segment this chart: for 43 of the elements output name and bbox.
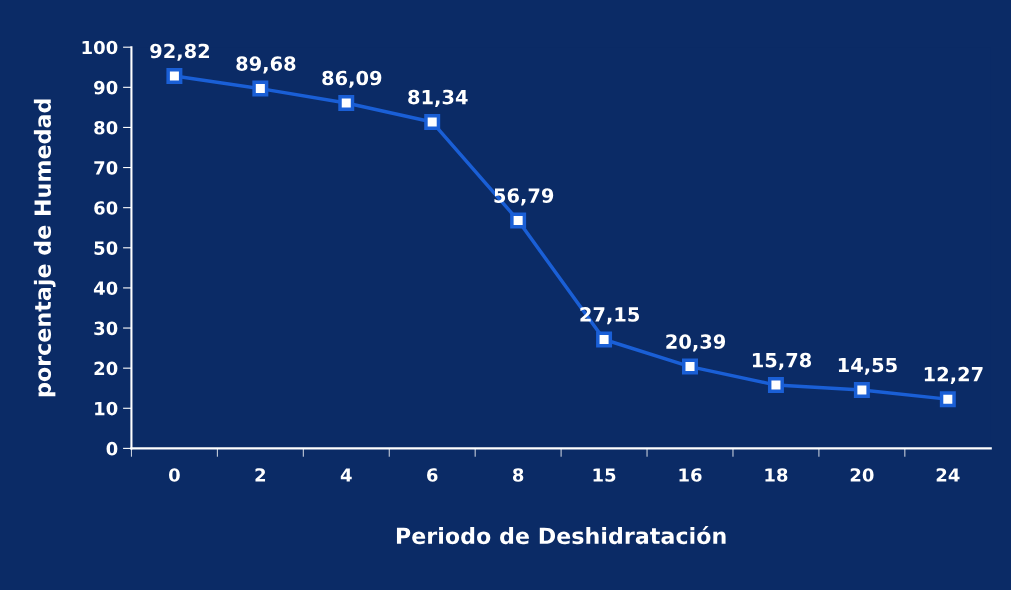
x-tick-label: 0 xyxy=(168,468,180,482)
data-label: 89,68 xyxy=(236,56,296,74)
y-tick-label: 100 xyxy=(82,40,118,55)
data-label: 12,27 xyxy=(924,366,983,384)
x-axis-title: Periodo de Deshidratación xyxy=(396,526,726,545)
point xyxy=(510,212,527,229)
y-tick-label: 20 xyxy=(94,361,118,376)
data-label: 27,15 xyxy=(580,307,640,325)
y-tick-label: 10 xyxy=(95,401,118,416)
x-tick-label: 6 xyxy=(427,468,438,482)
point xyxy=(682,358,698,375)
y-tick-label: 0 xyxy=(106,441,118,456)
point xyxy=(767,377,784,394)
y-tick-label: 80 xyxy=(94,120,118,135)
x-tick-label: 8 xyxy=(512,468,524,482)
point xyxy=(939,391,956,408)
point xyxy=(596,331,613,348)
x-tick-label: 18 xyxy=(765,468,788,482)
data-label: 86,09 xyxy=(322,70,382,88)
x-tick-label: 20 xyxy=(850,468,874,482)
point xyxy=(338,95,355,111)
x-tick-label: 2 xyxy=(255,468,266,482)
data-label: 56,79 xyxy=(494,188,554,206)
point xyxy=(853,382,870,399)
point xyxy=(424,114,441,131)
y-tick-label: 90 xyxy=(94,80,118,95)
x-tick-label: 24 xyxy=(936,468,960,482)
data-label: 15,78 xyxy=(752,352,812,370)
point xyxy=(252,80,269,97)
y-tick-label: 70 xyxy=(94,161,118,175)
x-tick-label: 15 xyxy=(593,468,616,482)
data-label: 81,34 xyxy=(408,89,468,107)
point xyxy=(166,68,183,84)
y-tick-label: 30 xyxy=(94,321,118,336)
y-axis-title: porcentaje de Humedad xyxy=(33,99,56,397)
y-tick-label: 60 xyxy=(94,201,118,215)
x-tick-label: 16 xyxy=(679,468,702,482)
data-label: 20,39 xyxy=(666,334,726,352)
y-tick-label: 40 xyxy=(93,281,118,296)
data-label: 92,82 xyxy=(150,43,210,61)
y-tick-label: 50 xyxy=(94,241,118,255)
x-tick-label: 4 xyxy=(340,468,352,482)
data-label: 14,55 xyxy=(838,357,897,375)
